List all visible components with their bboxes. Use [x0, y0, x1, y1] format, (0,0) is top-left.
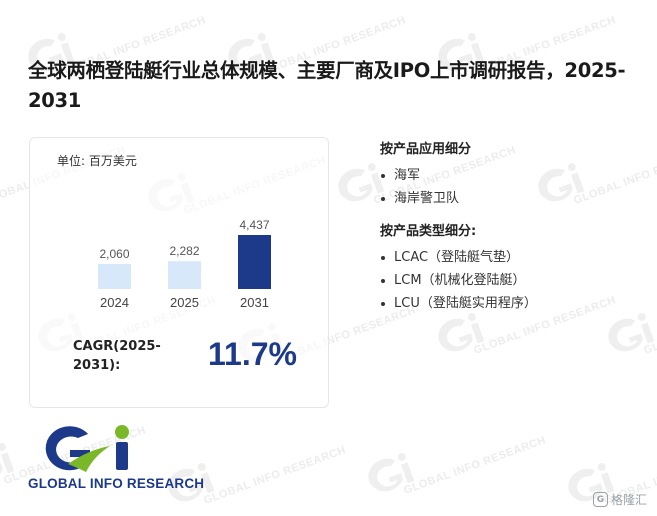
gir-logo: GLOBAL INFO RESEARCH — [28, 420, 228, 500]
source-badge-text: 格隆汇 — [610, 493, 647, 507]
bar-2031 — [238, 235, 271, 289]
list-item: LCU（登陆艇实用程序） — [380, 292, 650, 315]
cagr-label-line2: 2031): — [73, 358, 121, 373]
list-item: 海军 — [380, 164, 650, 187]
bar-2025 — [168, 261, 201, 289]
watermark-logo-icon — [368, 452, 415, 492]
type-segment-list: LCAC（登陆艇气垫） LCM（机械化登陆艇） LCU（登陆艇实用程序） — [380, 246, 650, 315]
bar-category-label: 2024 — [100, 295, 129, 310]
bar-2024 — [98, 263, 131, 289]
bullet-icon — [381, 279, 385, 283]
application-segment-list: 海军 海岸警卫队 — [380, 164, 650, 210]
bullet-icon — [381, 256, 385, 260]
market-size-bar-chart: 2,060 2024 2,282 2025 4,437 2031 — [98, 218, 271, 310]
watermark-logo-icon — [0, 442, 15, 482]
report-title: 全球两栖登陆艇行业总体规模、主要厂商及IPO上市调研报告，2025-2031 — [28, 59, 626, 112]
list-item: 海岸警卫队 — [380, 187, 650, 210]
list-item: LCAC（登陆艇气垫） — [380, 246, 650, 269]
cagr-value: 11.7% — [208, 336, 297, 372]
watermark-logo-icon — [0, 154, 3, 223]
bar-category-label: 2031 — [240, 295, 269, 310]
type-segment-title: 按产品类型细分: — [380, 224, 477, 239]
source-badge: G 格隆汇 — [592, 491, 647, 508]
watermark-tile: GLOBAL INFO RESEARCH — [353, 401, 548, 516]
bullet-icon — [381, 174, 385, 178]
application-segment-title: 按产品应用细分 — [380, 142, 472, 157]
list-item: LCM（机械化登陆艇） — [380, 269, 650, 292]
gir-logo-mark-icon — [45, 425, 129, 472]
bullet-icon — [381, 302, 385, 306]
watermark-text: GLOBAL INFO RESEARCH — [402, 434, 548, 497]
gir-logo-text: GLOBAL INFO RESEARCH — [28, 476, 205, 491]
cagr-label: CAGR(2025- 2031): — [73, 337, 161, 375]
market-size-card: 单位: 百万美元 2,060 2024 2,282 2025 4,437 2031 CAG… — [29, 137, 329, 408]
bullet-icon — [381, 197, 385, 201]
gelonghui-badge-icon: G — [592, 492, 608, 507]
bar-value-label: 2,282 — [169, 244, 199, 258]
cagr-label-line1: CAGR(2025- — [73, 339, 161, 354]
bar-category-label: 2025 — [170, 295, 199, 310]
bar-value-label: 4,437 — [239, 218, 269, 232]
chart-unit-label: 单位: 百万美元 — [57, 154, 137, 168]
bar-value-label: 2,060 — [99, 247, 129, 261]
segmentation-panel: 按产品应用细分 海军 海岸警卫队 按产品类型细分: LCAC（登陆艇气垫） LC… — [380, 138, 650, 315]
